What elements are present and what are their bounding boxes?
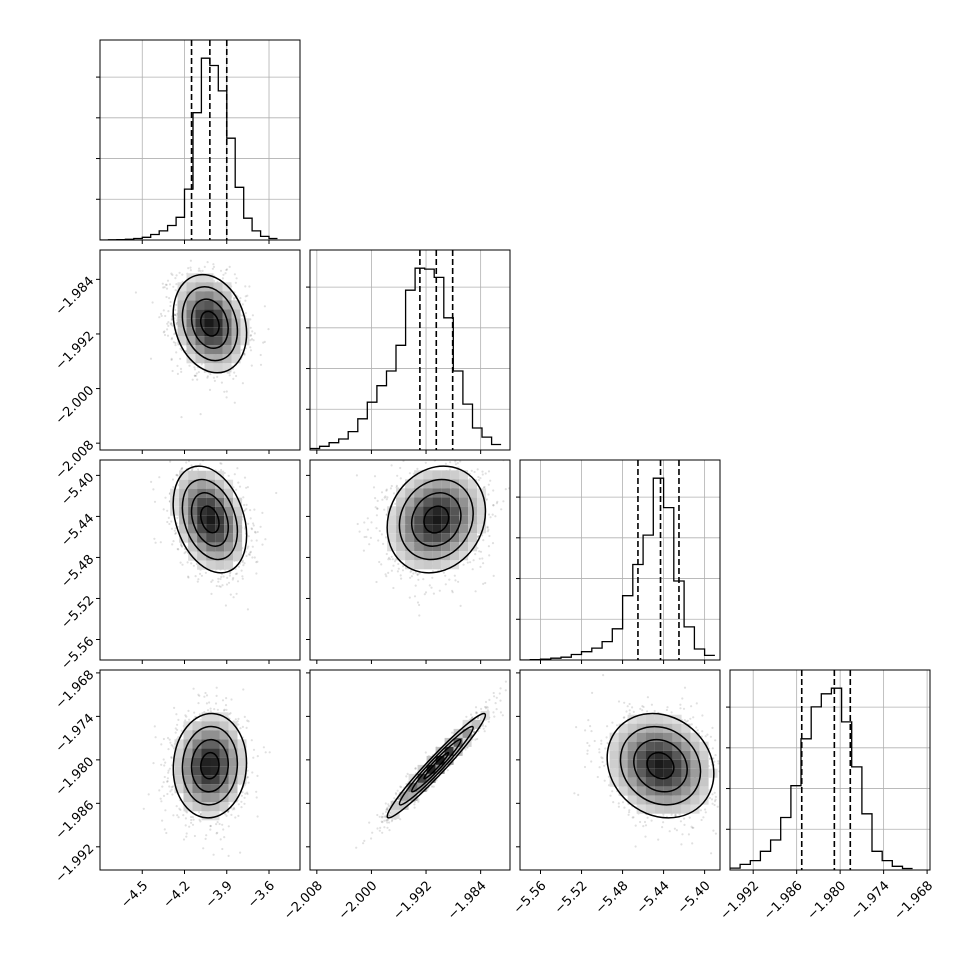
x-tick-label: −5.52 xyxy=(552,878,591,917)
x-tick-label: −5.40 xyxy=(675,878,714,917)
histogram-step-2 xyxy=(310,267,502,450)
joint-panel-2-4 xyxy=(309,669,511,871)
contour-2sigma xyxy=(386,712,487,819)
histogram-step-1 xyxy=(100,57,278,240)
contour-2sigma xyxy=(386,465,487,574)
contour-1sigma xyxy=(190,298,229,349)
y-tick-label: −5.48 xyxy=(59,552,98,591)
contour-0.5sigma xyxy=(200,505,220,534)
contour-0.5sigma xyxy=(200,751,220,780)
histogram-panel-1 xyxy=(96,39,301,241)
histogram-panel-2 xyxy=(306,249,511,451)
y-tick-label: −5.56 xyxy=(59,634,98,673)
x-tick-label: −2.008 xyxy=(281,878,326,923)
contour-0.5sigma xyxy=(199,310,220,337)
contours xyxy=(386,712,487,819)
contour-0.5sigma xyxy=(423,751,450,780)
histogram-step-3 xyxy=(520,477,715,660)
contours xyxy=(386,465,487,574)
panel-frame xyxy=(309,249,511,451)
joint-panel-3-4 xyxy=(519,669,721,871)
contour-1.5sigma xyxy=(398,725,474,806)
histogram-panel-4 xyxy=(726,669,931,871)
contours xyxy=(172,712,248,819)
x-tick-label: −4.2 xyxy=(161,878,194,911)
contour-2sigma xyxy=(606,712,715,819)
x-tick-label: −3.6 xyxy=(245,878,278,911)
contour-1sigma xyxy=(410,738,462,793)
x-tick-label: −3.9 xyxy=(203,878,236,911)
contour-2sigma xyxy=(172,465,248,574)
panel-frame xyxy=(309,459,511,661)
panel-frame xyxy=(519,459,721,661)
y-tick-label: −5.44 xyxy=(59,511,98,550)
x-tick-label: −1.974 xyxy=(848,878,893,923)
contours xyxy=(172,465,248,574)
contour-1.5sigma xyxy=(181,478,239,561)
y-tick-label: −1.986 xyxy=(53,798,98,843)
x-tick-label: −5.48 xyxy=(593,878,632,917)
contour-0.5sigma xyxy=(423,505,450,534)
x-tick-label: −1.992 xyxy=(390,878,435,923)
density-shading xyxy=(387,470,487,570)
contour-1.5sigma xyxy=(181,286,239,362)
joint-panel-1-3 xyxy=(99,459,301,661)
x-tick-label: −1.984 xyxy=(445,878,490,923)
joint-panel-1-2 xyxy=(99,249,301,451)
panel-frame xyxy=(729,669,931,871)
y-tick-label: −1.992 xyxy=(53,842,98,887)
x-tick-label: −1.980 xyxy=(805,878,850,923)
contour-2sigma xyxy=(172,712,248,819)
histogram-step-4 xyxy=(730,687,913,870)
y-tick-label: −2.000 xyxy=(53,383,98,428)
y-tick-label: −1.980 xyxy=(53,755,98,800)
x-tick-label: −1.992 xyxy=(718,878,763,923)
contour-1sigma xyxy=(190,738,229,793)
contour-1.5sigma xyxy=(181,725,239,806)
panel-frame xyxy=(519,669,721,871)
y-tick-label: −1.984 xyxy=(53,274,98,319)
contours xyxy=(606,712,715,819)
contour-2sigma xyxy=(172,273,248,374)
contour-1sigma xyxy=(190,492,229,547)
contour-1.5sigma xyxy=(398,478,474,561)
x-tick-label: −4.5 xyxy=(118,878,151,911)
histogram-panel-3 xyxy=(516,459,721,661)
panel-frame xyxy=(99,39,301,241)
x-tick-label: −1.968 xyxy=(892,878,937,923)
y-tick-label: −1.974 xyxy=(53,711,98,756)
x-tick-label: −1.986 xyxy=(761,878,806,923)
y-tick-label: −1.992 xyxy=(53,329,98,374)
contour-1sigma xyxy=(410,492,462,547)
panel-frame xyxy=(99,669,301,871)
joint-panel-1-4 xyxy=(99,669,301,871)
y-tick-label: −1.968 xyxy=(53,668,98,713)
x-tick-label: −2.000 xyxy=(336,878,381,923)
panel-frame xyxy=(309,669,511,871)
contour-1sigma xyxy=(633,738,688,793)
x-tick-label: −5.56 xyxy=(511,878,550,917)
contours xyxy=(172,273,248,374)
contour-0.5sigma xyxy=(646,751,675,780)
joint-panel-2-3 xyxy=(309,459,511,661)
panel-frame xyxy=(99,459,301,661)
y-tick-label: −5.52 xyxy=(59,593,98,632)
contour-1.5sigma xyxy=(619,725,702,806)
panel-frame xyxy=(99,249,301,451)
x-tick-label: −5.44 xyxy=(634,878,673,917)
